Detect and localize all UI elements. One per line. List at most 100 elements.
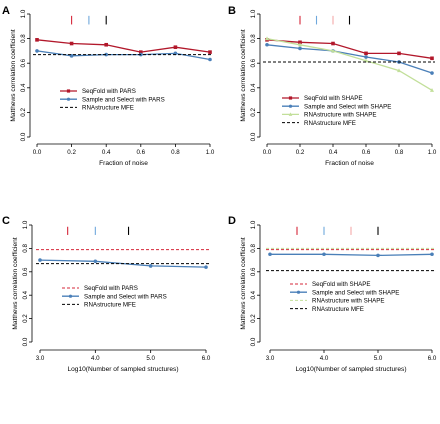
legend-label: RNAstructure MFE (84, 302, 136, 309)
y-tick-label: 0.4 (20, 83, 27, 92)
data-point (364, 58, 368, 63)
x-tick-label: 6.0 (428, 355, 437, 362)
data-point (322, 252, 326, 257)
y-tick-label: 0.6 (250, 58, 257, 67)
data-point (430, 71, 434, 75)
y-axis-title: Matthews correlation coefficient (12, 237, 19, 329)
data-point (204, 265, 208, 269)
x-tick-label: 1.0 (428, 149, 437, 156)
x-tick-label: 0.0 (263, 149, 272, 156)
x-tick-label: 5.0 (146, 355, 155, 362)
series-line (266, 37, 433, 91)
x-tick-label: 3.0 (36, 355, 45, 362)
data-point (38, 258, 42, 262)
y-tick-label: 0.4 (250, 83, 257, 92)
data-point (430, 56, 434, 61)
data-point (397, 51, 401, 56)
y-tick-label: 0.2 (20, 108, 27, 117)
panel-d: D 0.0 0.2 0.4 0.6 0.8 1.0 3.0 4.0 5.0 6.0 Log10(Num… (228, 215, 437, 373)
x-tick-label: 0.0 (33, 149, 42, 156)
y-tick-label: 1.0 (250, 9, 257, 18)
data-point (298, 40, 302, 45)
series-line (36, 39, 211, 53)
y-tick-label: 0.4 (22, 290, 29, 299)
data-point (93, 259, 98, 264)
x-tick-label: 0.4 (329, 149, 338, 156)
data-point (265, 36, 269, 41)
data-point (298, 46, 302, 51)
x-axis-title: Fraction of noise (99, 160, 148, 167)
y-tick-label: 1.0 (250, 220, 257, 229)
y-tick-label: 0.8 (250, 244, 257, 253)
legend-label: RNAstructure MFE (82, 105, 134, 112)
legend-marker (288, 96, 293, 100)
data-point (331, 41, 335, 46)
x-tick-label: 3.0 (266, 355, 275, 362)
y-tick-label: 0.6 (20, 58, 27, 67)
data-point (268, 252, 272, 257)
legend-marker (68, 294, 73, 298)
panel-letter: D (228, 215, 236, 227)
x-tick-label: 0.2 (67, 149, 76, 156)
data-point (69, 41, 74, 46)
x-tick-label: 4.0 (91, 355, 100, 362)
legend-marker (288, 104, 293, 108)
x-tick-label: 0.2 (296, 149, 305, 156)
data-point (331, 48, 335, 53)
legend-label: SeqFold with PARS (82, 88, 136, 95)
x-tick-label: 0.6 (136, 149, 145, 156)
y-tick-label: 0.2 (250, 108, 257, 117)
legend-label: RNAstructure MFE (312, 306, 364, 313)
legend-label: SeqFold with SHAPE (304, 95, 362, 102)
legend-label: RNAstructure with SHAPE (304, 112, 377, 119)
data-point (265, 42, 269, 47)
legend-marker (288, 112, 293, 116)
y-axis-title: Matthews correlation coefficient (10, 29, 17, 121)
data-point (364, 55, 368, 59)
panel-b: B 0.0 0.2 0.4 0.6 0.8 1.0 0.0 0.2 0.4 0.6 0.8 1.0 Fra… (228, 5, 437, 167)
y-tick-label: 0.0 (250, 132, 257, 141)
y-axis-title: Matthews correlation coefficient (240, 237, 247, 329)
x-tick-label: 0.4 (102, 149, 111, 156)
y-tick-label: 0.0 (20, 132, 27, 141)
y-tick-label: 0.0 (250, 337, 257, 346)
x-tick-label: 0.8 (171, 149, 180, 156)
panel-c: C 0.0 0.2 0.4 0.6 0.8 1.0 3.0 4.0 5.0 6.0 Log10(Num… (2, 215, 211, 373)
legend-marker (66, 89, 71, 93)
x-tick-label: 1.0 (206, 149, 215, 156)
panel-letter: A (2, 5, 10, 17)
series-line (266, 39, 433, 59)
x-axis-title: Log10(Number of sampled structures) (295, 366, 406, 373)
y-tick-label: 1.0 (22, 220, 29, 229)
panel-a: A 0.0 0.2 0.4 0.6 0.8 1.0 0.0 0.2 0.4 0.6 0.8 1.0 Fra… (2, 5, 215, 167)
data-point (376, 253, 380, 258)
legend-label: Sample and Select with SHAPE (304, 103, 391, 110)
y-tick-label: 0.4 (250, 290, 257, 299)
series-line (36, 50, 211, 61)
x-tick-label: 0.6 (362, 149, 371, 156)
data-point (139, 50, 143, 54)
data-point (298, 42, 302, 47)
legend-marker (66, 97, 71, 101)
data-point (430, 252, 434, 257)
series-line (266, 44, 433, 74)
data-point (430, 88, 434, 92)
y-tick-label: 0.6 (22, 267, 29, 276)
y-tick-label: 0.0 (22, 337, 29, 346)
data-point (104, 52, 108, 57)
y-tick-label: 0.2 (250, 314, 257, 323)
data-point (35, 38, 39, 42)
y-tick-label: 0.2 (22, 314, 29, 323)
x-tick-label: 0.8 (395, 149, 404, 156)
series-line (270, 253, 433, 257)
legend-label: SeqFold with SHAPE (312, 281, 370, 288)
legend-marker (296, 290, 301, 294)
data-point (104, 42, 108, 47)
panel-letter: C (2, 215, 10, 227)
data-point (208, 57, 212, 62)
y-tick-label: 1.0 (20, 9, 27, 18)
